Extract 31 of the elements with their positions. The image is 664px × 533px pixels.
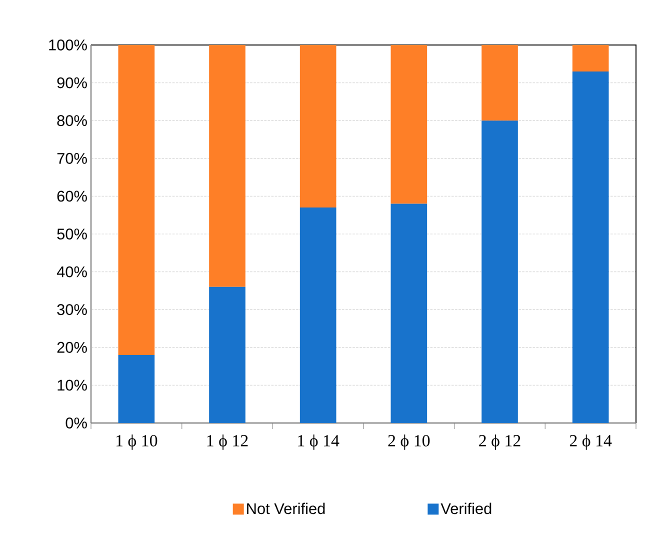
y-tick-label: 40% [56, 266, 87, 278]
bar [482, 44, 518, 121]
y-tick-label: 70% [57, 152, 87, 164]
bar [300, 208, 336, 423]
y-tick-label: 80% [57, 115, 87, 126]
bar [572, 44, 609, 72]
y-tick-label: 60% [57, 190, 87, 202]
x-tick-label: 1 ϕ 14 [298, 434, 340, 450]
bar [209, 44, 246, 287]
y-tick-label: 100% [49, 40, 87, 50]
bar [572, 71, 609, 423]
bar [209, 286, 246, 423]
x-tick-label: 2 ϕ 14 [570, 434, 612, 450]
y-tick-label: 10% [58, 380, 87, 391]
bar [390, 44, 428, 204]
bar [482, 120, 518, 423]
bar [300, 44, 336, 208]
y-tick-label: 90% [57, 77, 87, 88]
x-tick-label: 1 ϕ 10 [116, 434, 158, 450]
y-tick-label: 0% [66, 418, 87, 428]
x-tick-label: 2 ϕ 10 [388, 434, 430, 450]
bar [118, 354, 155, 423]
legend-label: Verified [440, 502, 492, 514]
bar [390, 204, 428, 423]
x-tick-label: 2 ϕ 12 [479, 434, 520, 450]
x-tick-label: 1 ϕ 12 [207, 434, 248, 450]
y-tick-label: 20% [57, 342, 87, 353]
bar [118, 44, 155, 355]
y-tick-label: 30% [57, 304, 87, 316]
legend-label: Not Verified [247, 502, 325, 514]
y-tick-label: 50% [57, 228, 87, 240]
